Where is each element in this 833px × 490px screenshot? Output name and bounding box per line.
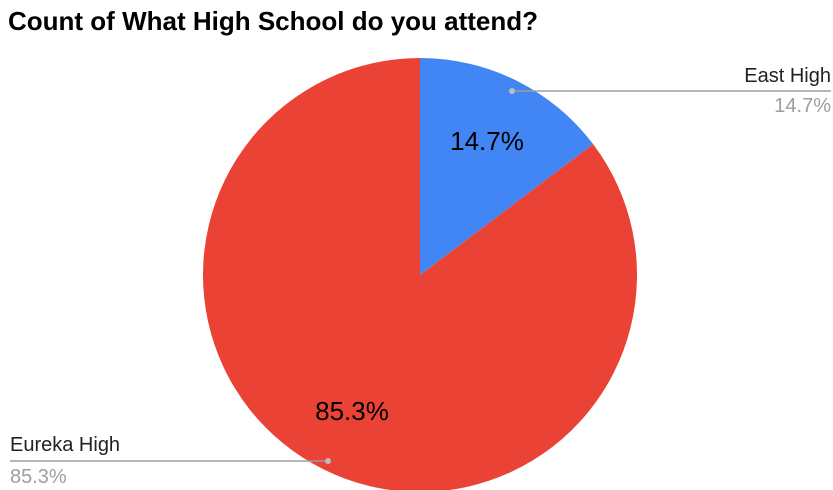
chart-title: Count of What High School do you attend?: [8, 6, 539, 36]
slice-label-eureka-high: 85.3%: [315, 396, 389, 426]
slice-label-east-high: 14.7%: [450, 126, 524, 156]
callout-dot-eureka-high: [325, 458, 331, 464]
callout-percent-eureka-high: 85.3%: [10, 466, 67, 488]
callout-percent-east-high: 14.7%: [774, 95, 831, 117]
callout-name-eureka-high: Eureka High: [10, 434, 120, 456]
callout-dot-east-high: [509, 88, 515, 94]
callout-name-east-high: East High: [744, 65, 831, 87]
pie-slice-east-high: [420, 58, 594, 275]
pie-slice-eureka-high: [203, 58, 637, 490]
